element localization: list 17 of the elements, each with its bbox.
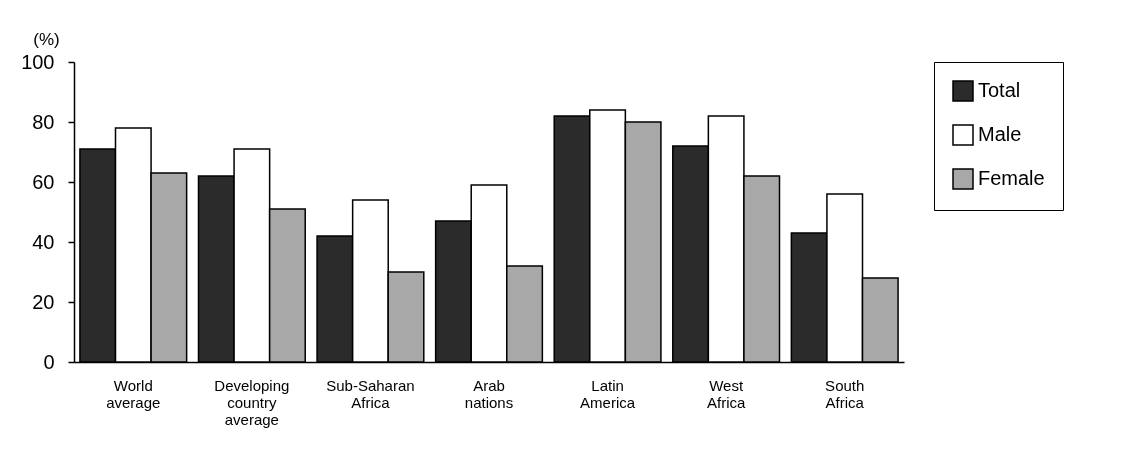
x-tick-label: Developing country average	[214, 376, 290, 428]
legend-label: Male	[978, 123, 1022, 145]
legend-label: Female	[978, 167, 1045, 189]
y-tick-label: 0	[43, 350, 55, 373]
x-tick-label: South Africa	[825, 376, 865, 411]
x-tick-label: Sub-Saharan Africa	[326, 376, 415, 411]
y-axis-title: (%)	[33, 29, 60, 49]
x-tick-label: West Africa	[706, 376, 746, 411]
y-tick-label: 40	[32, 230, 55, 253]
y-tick-label: 80	[32, 110, 55, 133]
y-tick-label: 20	[32, 290, 55, 313]
legend-label: Total	[978, 79, 1021, 101]
x-tick-label: Arab nations	[464, 376, 514, 411]
y-tick-label: 60	[32, 170, 55, 193]
x-tick-label: Latin America	[580, 376, 636, 411]
y-tick-label: 100	[21, 50, 55, 73]
x-tick-label: World average	[106, 376, 161, 411]
